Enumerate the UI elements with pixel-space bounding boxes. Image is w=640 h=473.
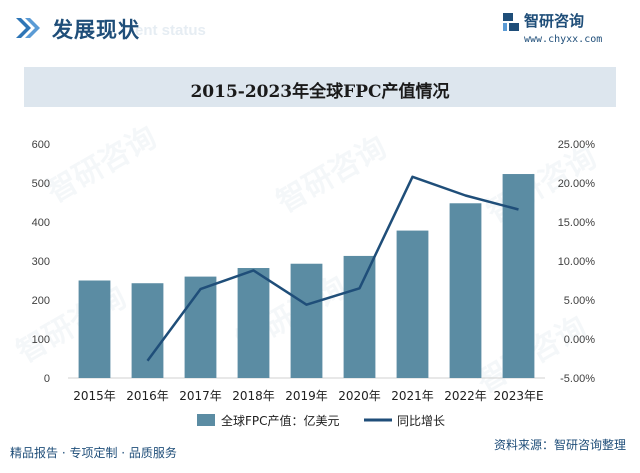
y-left-tick-label: 600 <box>32 139 50 151</box>
y-right-tick-label: 15.00% <box>558 217 596 229</box>
y-right-tick-label: 20.00% <box>558 178 596 190</box>
logo-name: 智研咨询 <box>524 12 585 30</box>
x-tick-label: 2021年 <box>391 389 434 403</box>
chart-title: 2015-2023年全球FPC产值情况 <box>190 82 450 102</box>
bar <box>184 276 217 378</box>
growth-line <box>146 175 519 362</box>
brand-logo: 智研咨询 www.chyxx.com <box>502 10 612 52</box>
y-right-tick-label: -5.00% <box>560 373 595 385</box>
x-tick-label: 2017年 <box>179 389 222 403</box>
chart-title-bar: 2015-2023年全球FPC产值情况 <box>24 67 616 107</box>
y-left-tick-label: 300 <box>32 256 50 268</box>
x-tick-label: 2023年E <box>493 389 543 403</box>
legend-bar-label: 全球FPC产值：亿美元 <box>221 413 340 428</box>
x-tick-label: 2019年 <box>285 389 328 403</box>
double-chevron-icon <box>16 18 40 38</box>
section-title: 发展现状 <box>52 18 140 42</box>
logo-url: www.chyxx.com <box>524 34 603 45</box>
x-tick-label: 2022年 <box>444 389 487 403</box>
bar <box>290 263 323 378</box>
footer-tagline: 精品报告 · 专项定制 · 品质服务 <box>10 446 177 460</box>
bar <box>343 255 376 378</box>
bar <box>396 230 429 378</box>
y-right-tick-label: 5.00% <box>564 295 595 307</box>
logo-icon <box>503 13 519 31</box>
legend-line-label: 同比增长 <box>397 414 445 428</box>
x-tick-label: 2020年 <box>338 389 381 403</box>
y-left-tick-label: 0 <box>44 373 50 385</box>
y-right-tick-label: 10.00% <box>558 256 596 268</box>
x-tick-label: 2018年 <box>232 389 275 403</box>
legend-bar-swatch <box>197 414 215 426</box>
y-left-tick-label: 100 <box>32 334 50 346</box>
y-right-tick-label: 0.00% <box>564 334 595 346</box>
y-right-tick-label: 25.00% <box>558 139 596 151</box>
section-subtitle: ent status <box>135 22 206 39</box>
footer-source: 资料来源：智研咨询整理 <box>493 438 626 452</box>
bar <box>78 280 111 378</box>
bar <box>131 283 164 378</box>
bar <box>237 268 270 378</box>
header: ent status 发展现状 智研咨询 www.chyxx.com <box>0 0 640 58</box>
y-left-tick-label: 400 <box>32 217 50 229</box>
bar <box>502 174 535 378</box>
footer: 精品报告 · 专项定制 · 品质服务 资料来源：智研咨询整理 <box>0 438 640 473</box>
x-tick-label: 2016年 <box>126 389 169 403</box>
x-tick-label: 2015年 <box>73 389 116 403</box>
y-left-tick-label: 200 <box>32 295 50 307</box>
bar <box>449 203 482 378</box>
y-left-tick-label: 500 <box>32 178 50 190</box>
